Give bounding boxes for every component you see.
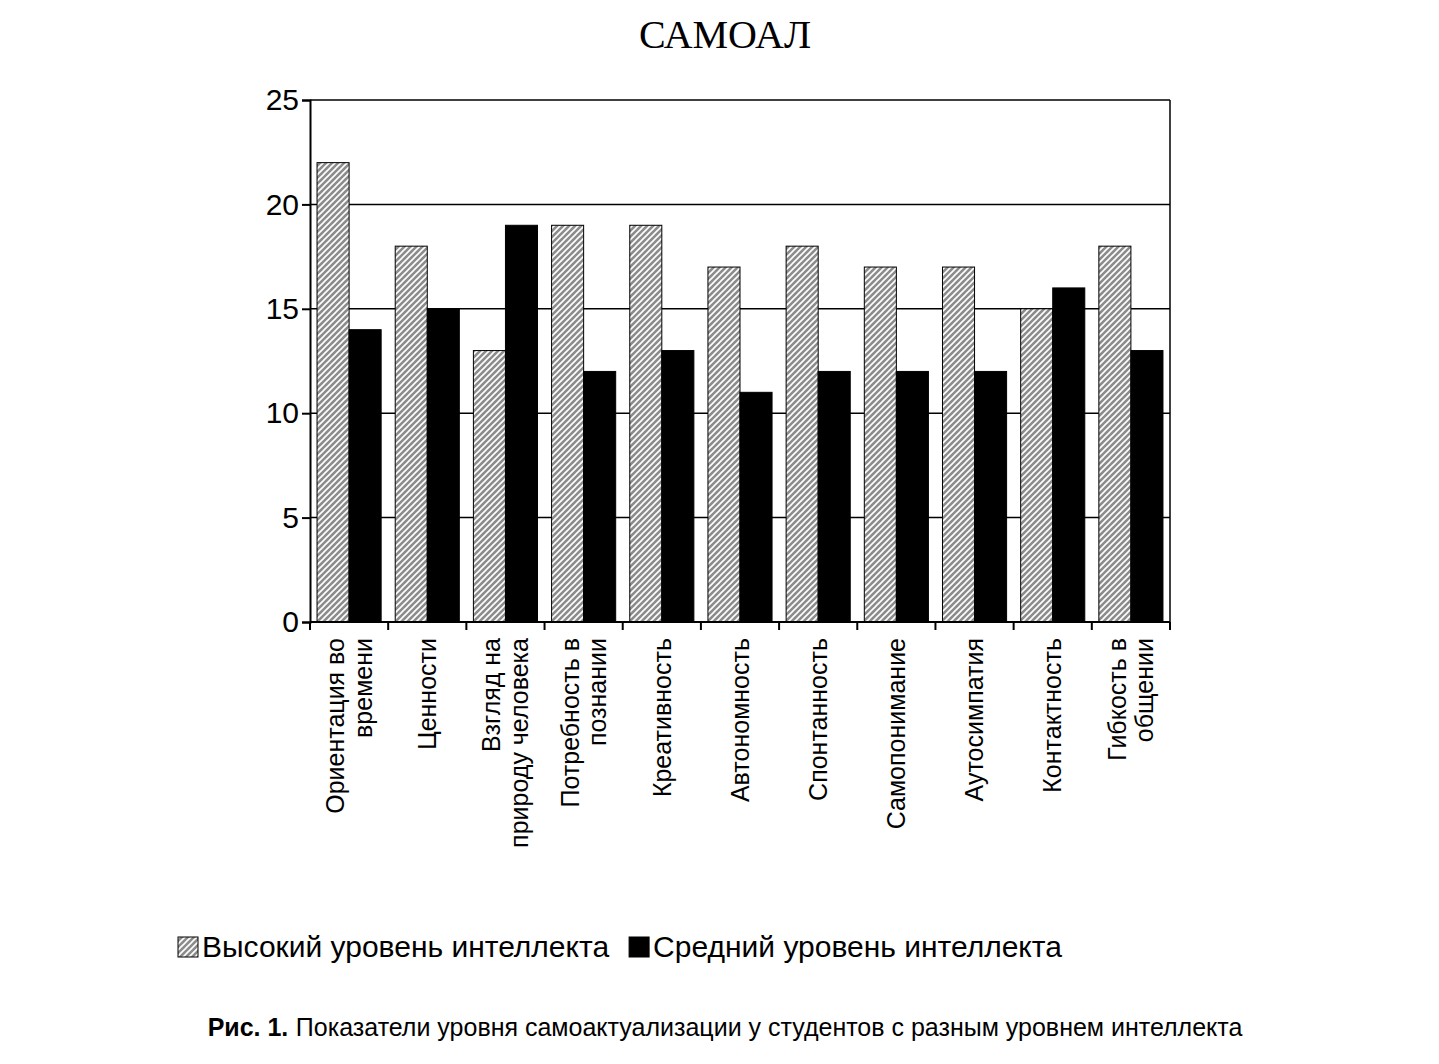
tick-label: 15 (266, 292, 299, 325)
tick-mark (387, 622, 389, 630)
legend-swatch (629, 937, 649, 957)
bar (662, 351, 694, 622)
legend-label: Высокий уровень интеллекта (202, 930, 609, 963)
legend-label: Средний уровень интеллекта (653, 930, 1062, 963)
tick-mark (1169, 622, 1171, 630)
bar (1021, 309, 1053, 622)
caption-text: Показатели уровня самоактуализации у сту… (296, 1013, 1243, 1041)
tick-label: 10 (266, 396, 299, 429)
tick-label: Самопонимание (882, 638, 910, 829)
caption-label: Рис. 1. (208, 1013, 289, 1041)
y-axis: 0 5 10 15 20 25 (266, 83, 311, 638)
bar (942, 267, 974, 622)
tick-label: Креативность (648, 638, 676, 797)
tick-label: Аутосимпатия (960, 638, 988, 801)
bars (317, 163, 1163, 622)
bar (505, 225, 537, 622)
tick-mark (309, 622, 311, 630)
tick: 20 (266, 188, 310, 221)
bar (896, 371, 928, 622)
grid-line (310, 204, 1170, 206)
bar (395, 246, 427, 622)
tick-mark (302, 517, 310, 519)
bar (740, 392, 772, 622)
bar (584, 371, 616, 622)
tick: 5 (282, 501, 310, 534)
tick-label: Взгляд наприроду человека (477, 638, 533, 848)
tick-label: 20 (266, 188, 299, 221)
grid-line (310, 99, 1170, 101)
tick-label: Контактность (1038, 638, 1066, 793)
bar (427, 309, 459, 622)
tick-label: 0 (282, 605, 299, 638)
tick-label: Спонтанность (804, 638, 832, 801)
bar (786, 246, 818, 622)
grid (310, 100, 1170, 622)
legend-swatch (178, 937, 198, 957)
plot-frame (1169, 100, 1171, 622)
tick-mark (856, 622, 858, 630)
bar (864, 267, 896, 622)
tick-mark (934, 622, 936, 630)
grid-line (310, 621, 1170, 623)
legend-item: Высокий уровень интеллекта (178, 930, 609, 963)
bar (1053, 288, 1085, 622)
tick-label: Ориентация вовремени (321, 638, 377, 814)
axis-line (310, 621, 1170, 623)
bar (1099, 246, 1131, 622)
tick-label: 25 (266, 83, 299, 116)
tick-mark (778, 622, 780, 630)
tick-mark (302, 100, 310, 102)
tick-label: Ценности (413, 638, 441, 750)
tick-mark (1091, 622, 1093, 630)
bar (1131, 351, 1163, 622)
tick-label: Потребность впознании (556, 638, 612, 808)
chart: САМОАЛ 0 5 10 15 20 25 Ориентация вовремени Ценн… (0, 0, 1439, 1064)
tick-mark (544, 622, 546, 630)
tick-mark (1013, 622, 1015, 630)
tick: 15 (266, 292, 310, 325)
bar (317, 163, 349, 622)
tick: 0 (282, 605, 310, 638)
x-axis: Ориентация вовремени Ценности Взгляд напри… (310, 622, 1170, 848)
tick-mark (465, 622, 467, 630)
axis-line (302, 101, 311, 623)
tick-mark (302, 622, 310, 624)
legend: Высокий уровень интеллекта Средний уровен… (178, 930, 1062, 963)
tick-mark (302, 204, 310, 206)
tick: 25 (266, 83, 310, 116)
tick: 10 (266, 396, 310, 429)
bar (708, 267, 740, 622)
bar (349, 330, 381, 622)
tick-mark (622, 622, 624, 630)
bar (818, 371, 850, 622)
caption: Рис. 1.Показатели уровня самоактуализаци… (208, 1013, 1243, 1041)
tick-mark (700, 622, 702, 630)
legend-item: Средний уровень интеллекта (629, 930, 1062, 963)
tick-label: 5 (282, 501, 299, 534)
tick-mark (302, 308, 310, 310)
title: САМОАЛ (639, 12, 811, 57)
tick-label: Автономность (726, 638, 754, 802)
bar (630, 225, 662, 622)
bar (473, 351, 505, 622)
bar (975, 371, 1007, 622)
bar (552, 225, 584, 622)
tick-mark (302, 413, 310, 415)
tick-label: Гибкость вобщении (1103, 638, 1159, 761)
